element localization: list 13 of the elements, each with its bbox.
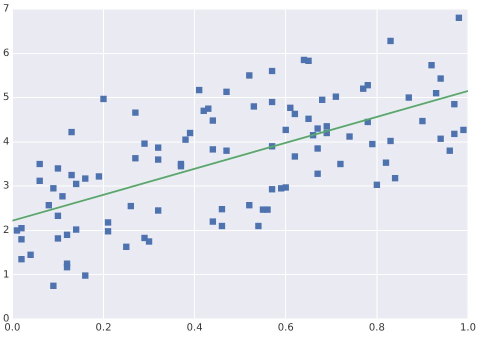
x-tick-label: 0.6 — [278, 322, 294, 334]
y-tick-label: 6 — [2, 48, 10, 59]
x-tick-label: 0.2 — [96, 322, 112, 334]
y-tick-label: 2 — [2, 225, 10, 236]
y-tick-label: 4 — [2, 136, 10, 148]
x-tick-label: 0.4 — [186, 322, 203, 334]
x-tick-label: 0.8 — [368, 322, 385, 334]
y-tick-label: 1 — [2, 269, 10, 280]
x-tick-label: 1.0 — [460, 322, 476, 334]
y-tick-label: 7 — [2, 4, 10, 15]
x-tick-label: 0.0 — [4, 322, 20, 334]
y-tick-label: 3 — [2, 180, 10, 192]
y-tick-label: 5 — [2, 92, 10, 104]
